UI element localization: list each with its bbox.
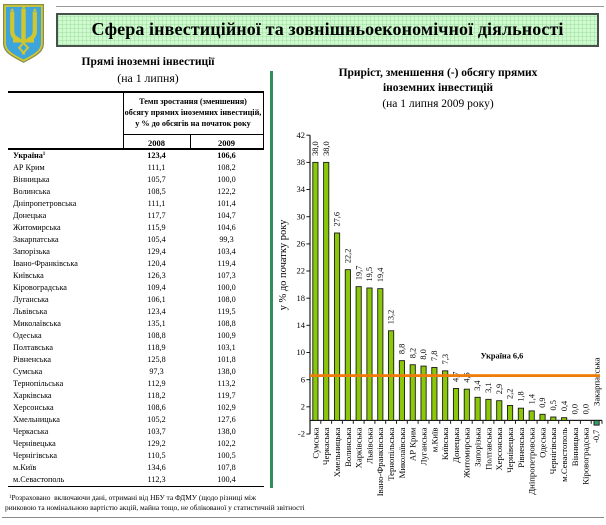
svg-text:1,4: 1,4 [527,393,536,404]
svg-text:Черкаська: Черкаська [321,427,331,465]
svg-text:0,0: 0,0 [571,404,580,414]
svg-text:26: 26 [297,239,306,249]
svg-text:38: 38 [297,157,306,167]
svg-text:22: 22 [297,266,306,276]
svg-text:1,8: 1,8 [516,391,525,401]
svg-text:-2: -2 [298,429,305,439]
svg-text:6: 6 [301,374,305,384]
svg-text:Волинська: Волинська [343,427,353,467]
svg-text:4,6: 4,6 [462,372,471,382]
svg-text:Миколаївська: Миколаївська [397,427,407,478]
svg-text:Тернопільська: Тернопільська [386,427,396,480]
svg-text:2,9: 2,9 [495,384,504,394]
svg-text:34: 34 [297,184,306,194]
svg-text:18: 18 [297,293,306,303]
svg-text:38,0: 38,0 [311,141,320,156]
svg-text:0,9: 0,9 [538,397,547,407]
svg-text:Хмельницька: Хмельницька [332,427,342,477]
svg-text:8,8: 8,8 [398,344,407,354]
svg-text:Одеська: Одеська [537,427,547,458]
svg-text:10: 10 [297,347,306,357]
svg-text:Чернігівська: Чернігівська [548,427,558,474]
svg-text:Сумська: Сумська [310,427,320,458]
svg-text:Львівська: Львівська [364,427,374,463]
svg-text:Херсонська: Херсонська [494,427,504,470]
svg-text:м.Севастополь: м.Севастополь [559,427,569,481]
svg-text:м.Київ: м.Київ [429,428,439,453]
svg-text:у % до початку року: у % до початку року [278,219,289,311]
svg-text:3,1: 3,1 [484,382,493,392]
svg-text:2: 2 [301,402,305,412]
svg-text:Запорізька: Запорізька [473,427,483,466]
svg-text:2,2: 2,2 [506,389,515,399]
svg-text:22,2: 22,2 [343,249,352,264]
svg-text:Донецька: Донецька [451,427,461,462]
svg-text:Київська: Київська [440,427,450,460]
svg-text:0,0: 0,0 [581,404,590,414]
svg-text:Кіровоградська: Кіровоградська [581,427,591,484]
svg-text:27,6: 27,6 [333,212,342,227]
svg-text:Полтавська: Полтавська [483,427,493,470]
svg-text:42: 42 [297,130,306,140]
svg-text:0,4: 0,4 [560,400,569,411]
svg-text:38,0: 38,0 [322,141,331,156]
svg-text:0,5: 0,5 [549,400,558,410]
svg-text:Україна 6,6: Україна 6,6 [481,352,524,361]
svg-text:Луганська: Луганська [418,427,428,465]
svg-text:Житомирська: Житомирська [462,427,472,478]
svg-text:АР Крим: АР Крим [408,427,418,461]
svg-text:Вінницька: Вінницька [570,427,580,466]
svg-text:Івано-Франківська: Івано-Франківська [375,427,385,496]
svg-text:Рівненська: Рівненська [516,427,526,467]
svg-text:13,2: 13,2 [387,310,396,325]
svg-text:8,0: 8,0 [419,349,428,359]
svg-text:19,4: 19,4 [376,267,385,282]
svg-text:14: 14 [297,320,306,330]
svg-text:30: 30 [297,211,306,221]
svg-text:Закарпатська: Закарпатська [591,357,601,406]
svg-text:8,2: 8,2 [408,348,417,358]
svg-text:Харківська: Харківська [354,427,364,468]
svg-text:19,5: 19,5 [365,267,374,282]
svg-text:-0,7: -0,7 [592,430,601,443]
svg-text:3,4: 3,4 [473,380,482,391]
svg-text:Дніпропетровська: Дніпропетровська [527,427,537,494]
svg-text:19,7: 19,7 [354,266,363,281]
svg-text:7,3: 7,3 [441,354,450,364]
svg-text:7,8: 7,8 [430,351,439,361]
svg-text:Чернівецька: Чернівецька [505,427,515,473]
